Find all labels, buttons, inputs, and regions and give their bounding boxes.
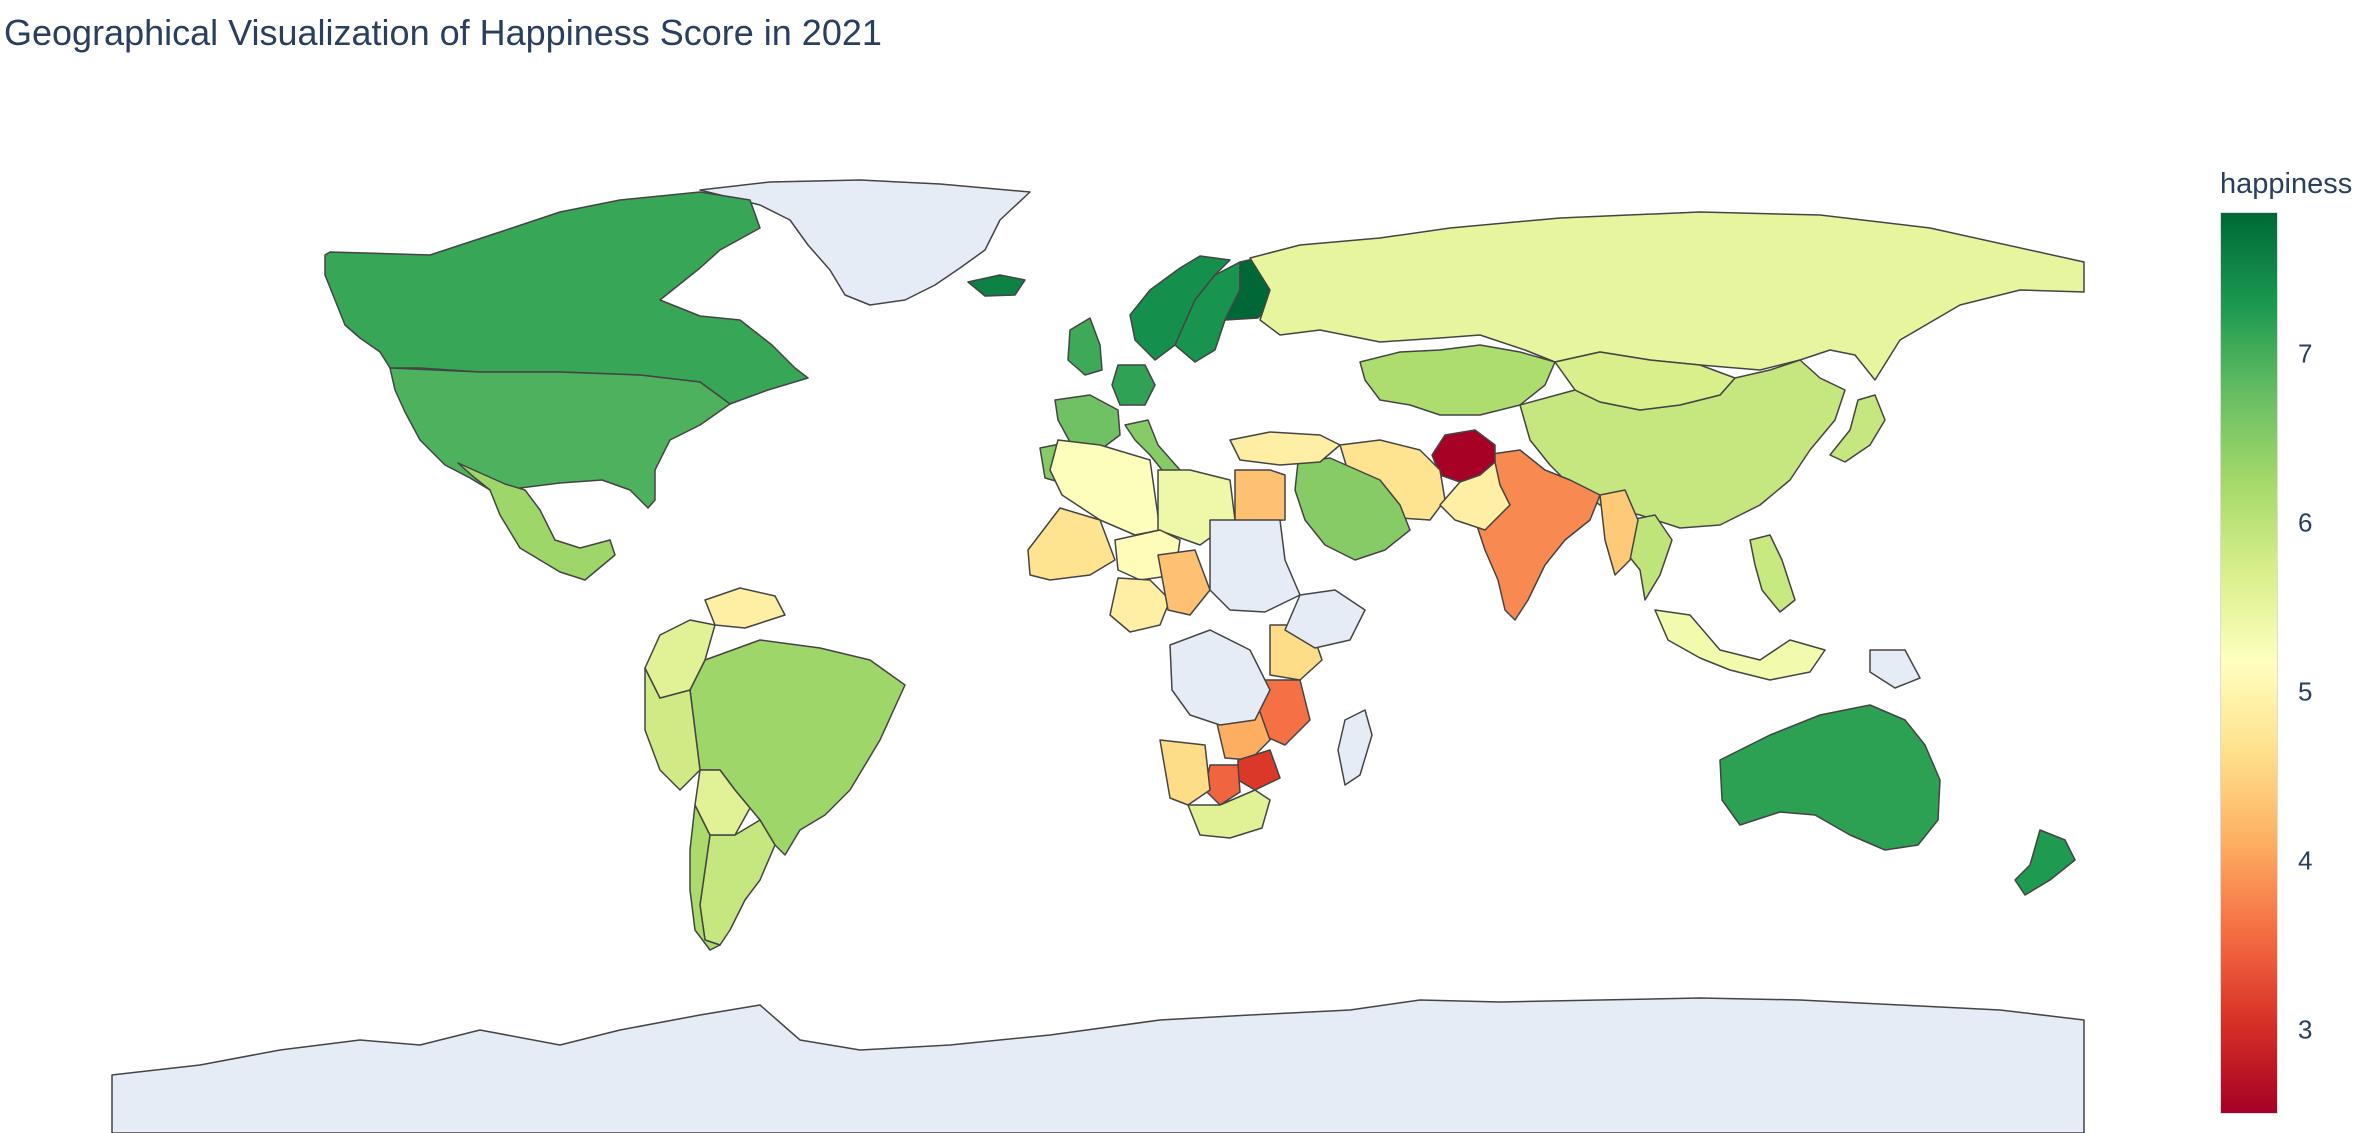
colorbar-tick-label: 4 [2298,845,2313,876]
region-saudi-arabia[interactable] [1294,457,1411,561]
colorbar-tick-label: 5 [2298,676,2313,707]
colorbar-title: happiness [2220,168,2353,200]
region-united-kingdom[interactable] [1067,317,1103,376]
region-congo-kinshasa[interactable] [1169,629,1271,726]
colorbar-tick-label: 7 [2298,338,2313,369]
region-russia[interactable] [1249,211,2085,381]
region-madagascar[interactable] [1337,709,1373,786]
region-philippines[interactable] [1749,534,1796,613]
region-papua-new-guinea[interactable] [1869,649,1921,689]
colorbar-tick-label: 6 [2298,507,2313,538]
region-pakistan[interactable] [1439,461,1511,531]
region-france[interactable] [1054,394,1121,451]
region-new-zealand[interactable] [2014,829,2076,896]
region-nigeria[interactable] [1109,577,1171,633]
region-indonesia[interactable] [1654,609,1826,681]
region-antarctica[interactable] [111,997,2085,1133]
region-namibia[interactable] [1159,739,1211,806]
region-bolivia[interactable] [694,769,751,836]
region-myanmar[interactable] [1599,489,1639,576]
region-egypt[interactable] [1234,469,1286,523]
region-mongolia[interactable] [1554,351,1736,411]
region-south-africa[interactable] [1187,789,1271,839]
region-chad[interactable] [1157,549,1211,616]
region-venezuela[interactable] [704,587,786,629]
region-iceland[interactable] [967,274,1026,297]
region-turkey[interactable] [1229,431,1341,466]
region-australia[interactable] [1719,704,1941,851]
region-kazakhstan[interactable] [1359,344,1556,416]
region-germany[interactable] [1111,364,1156,406]
region-canada[interactable] [324,191,809,405]
region-india[interactable] [1474,449,1601,621]
region-greenland[interactable] [699,179,1031,306]
colorbar-tick-label: 3 [2298,1014,2313,1045]
region-mexico[interactable] [457,462,616,581]
region-chile[interactable] [689,804,721,951]
chart-title: Geographical Visualization of Happiness … [4,12,882,53]
region-colombia[interactable] [644,619,716,699]
region-mali[interactable] [1027,507,1116,581]
region-japan[interactable] [1829,394,1886,463]
colorbar-gradient [2220,212,2278,1114]
region-sudan[interactable] [1209,519,1301,613]
map-regions [111,179,2085,1133]
region-ethiopia[interactable] [1284,589,1366,649]
